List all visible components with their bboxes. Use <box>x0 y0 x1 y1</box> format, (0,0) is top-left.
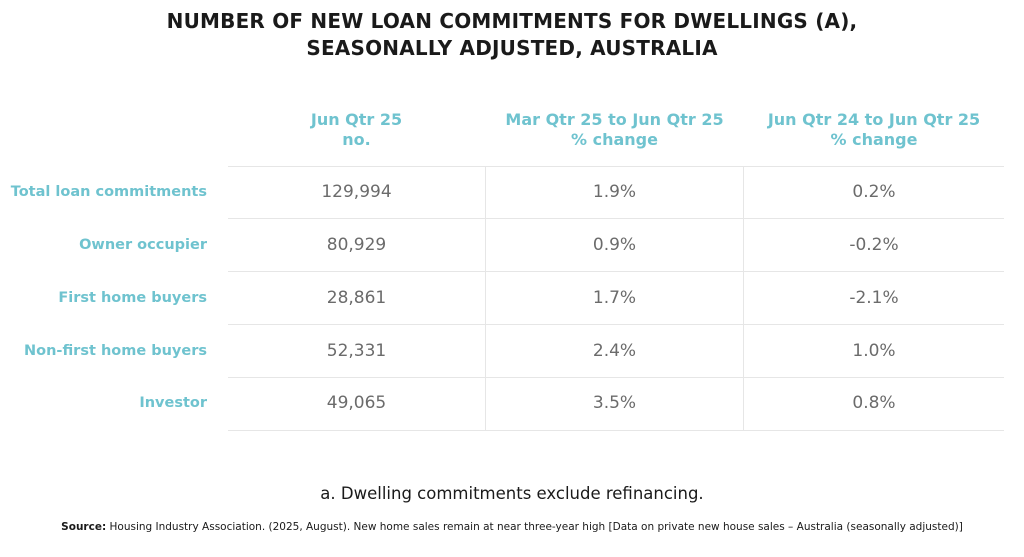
source-text: Housing Industry Association. (2025, Aug… <box>106 521 963 533</box>
column-header-line: Jun Qtr 25 <box>310 110 403 129</box>
table-cell: 28,861 <box>326 288 387 308</box>
table-cell: 3.5% <box>592 393 637 413</box>
row-label-total-loan-commitments: Total loan commitments <box>10 184 207 200</box>
chart-title-line-1: NUMBER OF NEW LOAN COMMITMENTS FOR DWELL… <box>166 9 858 33</box>
table-cell: 0.8% <box>852 393 896 413</box>
column-header-line: % change <box>571 130 658 149</box>
column-header-line: no. <box>342 130 371 149</box>
table-cell: -2.1% <box>849 288 899 308</box>
column-header-line: % change <box>830 130 918 149</box>
table-cell: 80,929 <box>326 235 387 255</box>
table-rule <box>228 218 1004 219</box>
table-cell: 1.9% <box>592 182 637 202</box>
table-rule <box>228 271 1004 272</box>
table-cell: 2.4% <box>592 341 637 361</box>
row-label-owner-occupier: Owner occupier <box>79 237 207 253</box>
table-rule <box>228 324 1004 325</box>
table-cell: -0.2% <box>849 235 899 255</box>
chart-title: NUMBER OF NEW LOAN COMMITMENTS FOR DWELL… <box>0 8 1024 62</box>
source-note: Source: Housing Industry Association. (2… <box>0 521 1024 533</box>
row-label-investor: Investor <box>139 395 207 411</box>
row-label-non-first-home-buyers: Non-first home buyers <box>24 343 207 359</box>
table-cell: 129,994 <box>321 182 392 202</box>
column-header-annual-change: Jun Qtr 24 to Jun Qtr 25 % change <box>744 110 1004 150</box>
column-header-line: Jun Qtr 24 to Jun Qtr 25 <box>767 110 981 129</box>
source-label: Source: <box>61 521 107 533</box>
table-cell: 49,065 <box>326 393 387 413</box>
table-cell: 0.2% <box>852 182 896 202</box>
column-divider <box>485 166 486 430</box>
table-rule <box>228 377 1004 378</box>
table-rule <box>228 166 1004 167</box>
table-cell: 52,331 <box>326 341 387 361</box>
column-header-line: Mar Qtr 25 to Jun Qtr 25 <box>505 110 724 129</box>
column-header-jun-qtr-25: Jun Qtr 25 no. <box>228 110 485 150</box>
table-cell: 0.9% <box>592 235 637 255</box>
table-rule <box>228 430 1004 431</box>
row-label-first-home-buyers: First home buyers <box>58 290 207 306</box>
column-divider <box>743 166 744 430</box>
column-header-quarterly-change: Mar Qtr 25 to Jun Qtr 25 % change <box>486 110 743 150</box>
footnote: a. Dwelling commitments exclude refinanc… <box>320 484 704 503</box>
table-cell: 1.0% <box>852 341 896 361</box>
chart-title-line-2: SEASONALLY ADJUSTED, AUSTRALIA <box>306 36 718 60</box>
table-cell: 1.7% <box>592 288 637 308</box>
